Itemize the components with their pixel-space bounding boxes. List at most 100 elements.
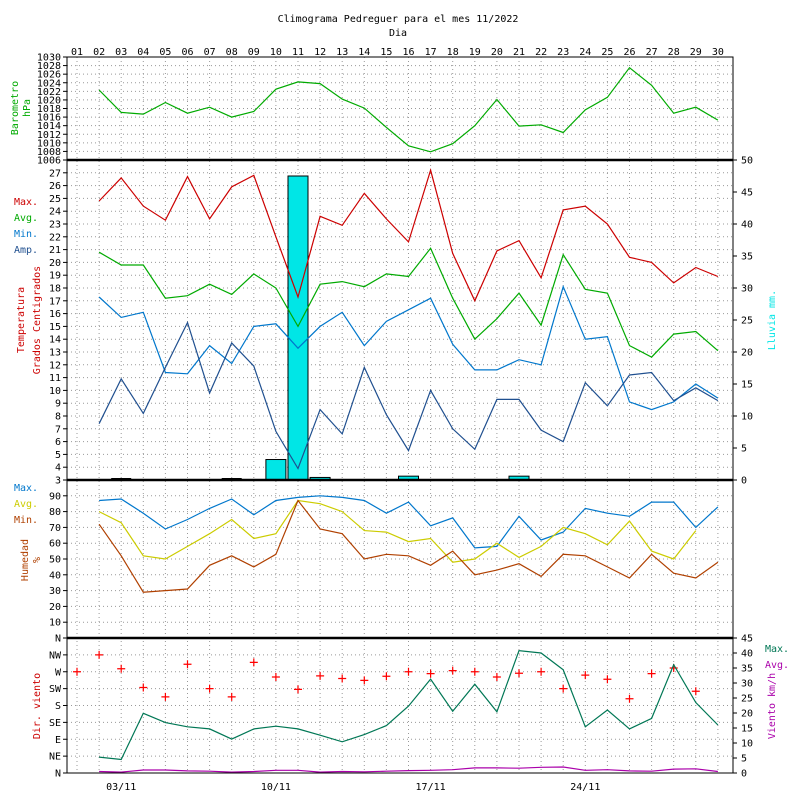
y-tick-label: 14 — [49, 335, 61, 346]
y-tick-label: 21 — [49, 245, 61, 256]
temperature-legend-avg: Avg. — [14, 213, 38, 224]
wind-direction-marker — [537, 667, 546, 676]
y-tick-label: 60 — [49, 539, 61, 550]
wind-legend-max: Max. — [765, 644, 789, 655]
y-tick-label: 16 — [49, 309, 61, 320]
wind-direction-marker — [691, 687, 700, 696]
day-tick-label: 03 — [115, 47, 127, 58]
day-tick-label: 17 — [425, 47, 437, 58]
humidity-max-line — [99, 495, 719, 549]
humidity-axis-unit: % — [32, 557, 43, 563]
y-tick-label: 7 — [55, 424, 61, 435]
date-tick-label: 03/11 — [106, 782, 136, 793]
wind-direction-marker — [205, 684, 214, 693]
y-tick-label: 6 — [55, 437, 61, 448]
day-tick-label: 05 — [159, 47, 171, 58]
temperature-max-line — [98, 168, 719, 303]
day-tick-label: 20 — [491, 47, 503, 58]
day-tick-label: 02 — [93, 47, 105, 58]
wind-direction-marker — [625, 694, 634, 703]
day-tick-label: 12 — [314, 47, 326, 58]
y-tick-label: S — [55, 701, 61, 712]
wind-direction-marker — [603, 675, 612, 684]
wind-speed-tick-label: 40 — [741, 649, 753, 660]
wind-direction-axis-label: Dir. viento — [32, 673, 43, 739]
day-tick-label: 27 — [646, 47, 658, 58]
wind-speed-avg-line — [99, 766, 718, 773]
day-tick-label: 26 — [623, 47, 635, 58]
day-tick-label: 28 — [668, 47, 680, 58]
y-tick-label: 22 — [49, 232, 61, 243]
y-tick-label: 20 — [49, 602, 61, 613]
y-tick-label: N — [55, 634, 61, 645]
wind-direction-marker — [360, 676, 369, 685]
y-tick-label: 10 — [49, 386, 61, 397]
day-tick-label: 30 — [712, 47, 724, 58]
y-tick-label: 1022 — [37, 87, 61, 98]
date-tick-label: 10/11 — [261, 782, 291, 793]
y-tick-label: 18 — [49, 284, 61, 295]
y-tick-label: W — [55, 667, 62, 678]
wind-speed-max-line — [99, 649, 719, 761]
rain-tick-label: 30 — [741, 284, 753, 295]
y-tick-label: 1028 — [37, 61, 61, 72]
y-tick-label: 1012 — [37, 130, 61, 141]
wind-direction-marker — [581, 671, 590, 680]
y-tick-label: 23 — [49, 220, 61, 231]
wind-direction-marker — [559, 684, 568, 693]
y-tick-label: 1026 — [37, 70, 61, 81]
y-tick-label: 15 — [49, 322, 61, 333]
y-tick-label: N — [55, 769, 61, 780]
rain-bar — [265, 459, 287, 481]
date-tick-label: 24/11 — [570, 782, 600, 793]
y-tick-label: 80 — [49, 507, 61, 518]
y-tick-label: SW — [49, 684, 62, 695]
day-tick-label: 08 — [226, 47, 238, 58]
chart-subtitle: Dia — [389, 28, 407, 39]
rain-tick-label: 20 — [741, 348, 753, 359]
chart-title: Climograma Pedreguer para el mes 11/2022 — [278, 14, 519, 25]
y-tick-label: 90 — [49, 491, 61, 502]
y-tick-label: 20 — [49, 258, 61, 269]
y-tick-label: 4 — [55, 463, 61, 474]
wind-speed-tick-label: 30 — [741, 679, 753, 690]
wind-direction-marker — [183, 660, 192, 669]
wind-direction-marker — [271, 673, 280, 681]
day-tick-label: 16 — [402, 47, 414, 58]
wind-direction-marker — [95, 650, 104, 659]
y-tick-label: 1018 — [37, 104, 61, 115]
y-tick-label: 24 — [49, 207, 61, 218]
humidity-legend-min: Min. — [14, 515, 38, 526]
wind-direction-marker — [470, 667, 479, 676]
humidity-min-line — [98, 499, 719, 593]
day-tick-label: 18 — [447, 47, 459, 58]
day-tick-label: 25 — [601, 47, 613, 58]
y-tick-label: 10 — [49, 618, 61, 629]
day-tick-label: 14 — [358, 47, 370, 58]
rain-tick-label: 0 — [741, 476, 747, 487]
rain-tick-label: 45 — [741, 188, 753, 199]
wind-speed-tick-label: 5 — [741, 754, 747, 765]
day-tick-label: 24 — [579, 47, 591, 58]
date-tick-label: 17/11 — [416, 782, 446, 793]
day-tick-label: 23 — [557, 47, 569, 58]
y-tick-label: 1008 — [37, 147, 61, 158]
pressure-axis-label: Barometro — [10, 81, 21, 135]
pressure-axis-unit: hPa — [22, 99, 33, 117]
y-tick-label: 70 — [49, 523, 61, 534]
y-tick-label: 17 — [49, 296, 61, 307]
y-tick-label: E — [55, 735, 61, 746]
wind-direction-marker — [426, 669, 435, 678]
y-tick-label: 1024 — [37, 78, 61, 89]
rain-tick-label: 5 — [741, 444, 747, 455]
y-tick-label: 1014 — [37, 121, 61, 132]
wind-direction-marker — [647, 669, 656, 678]
y-tick-label: SE — [49, 718, 61, 729]
humidity-legend-max: Max. — [14, 483, 38, 494]
wind-speed-tick-label: 45 — [741, 634, 753, 645]
y-tick-label: 26 — [49, 181, 61, 192]
wind-legend-avg: Avg. — [765, 660, 789, 671]
wind-direction-marker — [338, 674, 347, 683]
y-tick-label: 25 — [49, 194, 61, 205]
